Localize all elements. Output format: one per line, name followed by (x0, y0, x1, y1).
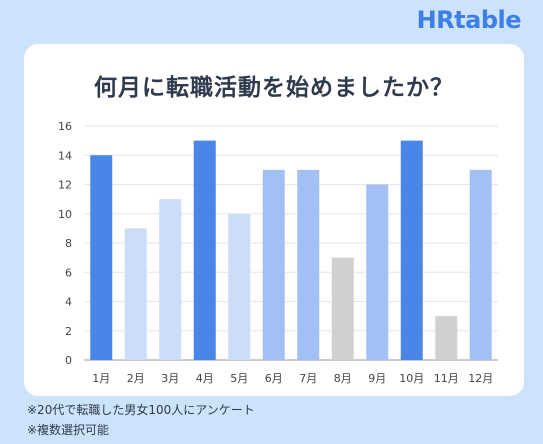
bar (435, 316, 458, 360)
bar (469, 169, 492, 360)
bar (297, 169, 320, 360)
y-tick-label: 10 (58, 208, 72, 221)
x-tick-label: 11月 (434, 372, 459, 385)
y-tick-label: 4 (65, 296, 72, 309)
y-tick-label: 16 (58, 120, 72, 133)
y-tick-label: 0 (65, 354, 72, 367)
x-tick-label: 7月 (299, 372, 317, 385)
bar (228, 213, 251, 360)
footnote-survey: ※20代で転職した男女100人にアンケート (27, 403, 255, 417)
bar (159, 199, 182, 360)
bar (400, 140, 423, 360)
x-tick-label: 5月 (230, 372, 248, 385)
y-tick-label: 14 (58, 149, 72, 162)
chart-card: 何月に転職活動を始めましたか？ 0 2 4 6 8 10 12 14 16 1月 2月 3月 4月 5月 6… (24, 44, 524, 396)
x-tick-label: 8月 (334, 372, 352, 385)
x-tick-label: 1月 (92, 372, 110, 385)
brand-logo-text: HRtable (416, 6, 522, 34)
y-tick-label: 2 (65, 325, 72, 338)
footnotes: ※20代で転職した男女100人にアンケート ※複数選択可能 (27, 400, 255, 440)
x-tick-label: 6月 (265, 372, 283, 385)
x-tick-label: 2月 (127, 372, 145, 385)
bar (366, 184, 389, 360)
footnote-multiple: ※複数選択可能 (27, 423, 110, 437)
chart-title: 何月に転職活動を始めましたか？ (94, 75, 454, 101)
x-tick-label: 10月 (399, 372, 424, 385)
bar (331, 257, 354, 360)
x-tick-label: 3月 (161, 372, 179, 385)
x-tick-label: 9月 (368, 372, 386, 385)
bar (193, 140, 216, 360)
bar-chart: 0 2 4 6 8 10 12 14 16 1月 2月 3月 4月 5月 6月 7月 8月 9月 10月 11月 12月 (58, 120, 498, 385)
y-tick-label: 12 (58, 179, 72, 192)
x-tick-label: 12月 (468, 372, 493, 385)
y-tick-label: 8 (65, 237, 72, 250)
brand-logo: HRtable (416, 6, 522, 34)
bar (90, 155, 113, 360)
bar (124, 228, 147, 360)
x-tick-label: 4月 (196, 372, 214, 385)
y-tick-label: 6 (65, 266, 72, 279)
bar (262, 169, 285, 360)
